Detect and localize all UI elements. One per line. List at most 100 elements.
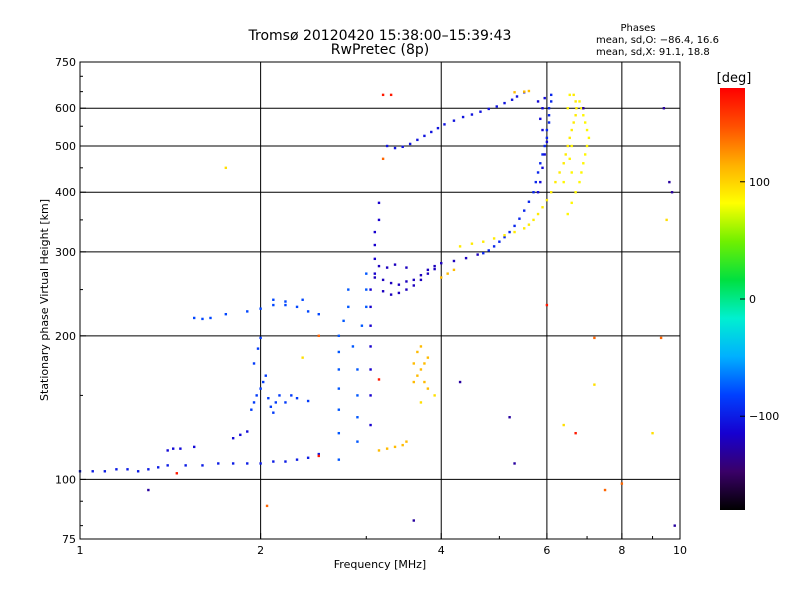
data-point bbox=[508, 230, 511, 234]
data-point bbox=[570, 171, 573, 174]
y-axis-label: Stationary phase Virtual Height [km] bbox=[38, 199, 51, 401]
data-point bbox=[566, 107, 569, 110]
data-point bbox=[554, 180, 557, 184]
data-point bbox=[547, 121, 551, 124]
data-point bbox=[572, 93, 575, 97]
data-point bbox=[458, 245, 462, 248]
data-point bbox=[192, 316, 196, 320]
data-point bbox=[385, 447, 389, 450]
data-point bbox=[136, 470, 140, 473]
data-point bbox=[536, 191, 540, 194]
data-point bbox=[272, 303, 275, 307]
data-point bbox=[274, 401, 278, 404]
data-point bbox=[492, 245, 496, 248]
data-point bbox=[401, 145, 404, 149]
data-point bbox=[541, 153, 544, 156]
data-point bbox=[419, 401, 423, 404]
data-point bbox=[582, 114, 585, 117]
data-point bbox=[342, 319, 345, 323]
data-point bbox=[498, 240, 501, 243]
data-point bbox=[539, 162, 542, 165]
data-point bbox=[523, 209, 526, 212]
data-points bbox=[78, 89, 676, 527]
data-point bbox=[547, 107, 551, 110]
data-point bbox=[317, 452, 320, 456]
data-point bbox=[572, 121, 575, 124]
stats-heading: Phases bbox=[620, 23, 655, 34]
data-point bbox=[426, 356, 430, 359]
data-point bbox=[470, 113, 474, 116]
data-point bbox=[381, 157, 385, 161]
data-point bbox=[373, 276, 377, 279]
data-point bbox=[373, 243, 377, 247]
data-point bbox=[558, 171, 561, 174]
data-point bbox=[365, 288, 368, 291]
data-point bbox=[393, 146, 397, 150]
data-point bbox=[250, 408, 253, 411]
data-point bbox=[412, 519, 415, 522]
data-point bbox=[405, 440, 408, 443]
data-point bbox=[255, 394, 258, 397]
data-point bbox=[440, 276, 443, 279]
data-point bbox=[419, 368, 423, 371]
data-point bbox=[549, 191, 553, 194]
data-point bbox=[259, 462, 262, 465]
data-point bbox=[393, 263, 397, 266]
data-point bbox=[545, 303, 549, 307]
data-point bbox=[301, 356, 304, 359]
data-point bbox=[523, 90, 526, 93]
colorbar-label: [deg] bbox=[717, 71, 752, 86]
data-point bbox=[405, 266, 408, 269]
data-point bbox=[369, 394, 372, 397]
data-point bbox=[423, 362, 426, 365]
data-point bbox=[476, 253, 479, 256]
data-point bbox=[360, 324, 364, 327]
data-point bbox=[492, 237, 496, 240]
data-point bbox=[184, 464, 187, 467]
data-point bbox=[356, 440, 359, 443]
y-tick-label: 750 bbox=[55, 56, 76, 69]
data-point bbox=[290, 394, 293, 397]
data-point bbox=[562, 162, 565, 165]
data-point bbox=[452, 119, 456, 122]
data-point bbox=[192, 445, 196, 449]
data-point bbox=[284, 300, 287, 303]
data-point bbox=[585, 144, 589, 148]
data-point bbox=[570, 144, 573, 148]
data-point bbox=[539, 180, 542, 184]
data-point bbox=[513, 224, 516, 228]
data-point bbox=[256, 347, 260, 350]
data-point bbox=[479, 110, 482, 113]
data-point bbox=[381, 278, 385, 282]
y-tick-label: 500 bbox=[55, 140, 76, 153]
data-point bbox=[306, 310, 310, 313]
data-point bbox=[495, 105, 498, 108]
data-point bbox=[562, 180, 565, 184]
y-tick-label: 400 bbox=[55, 186, 76, 199]
data-point bbox=[566, 212, 569, 216]
data-point bbox=[423, 134, 426, 138]
data-point bbox=[527, 223, 531, 226]
data-point bbox=[575, 107, 578, 110]
data-point bbox=[317, 312, 320, 316]
data-point bbox=[369, 288, 372, 291]
data-point bbox=[527, 200, 531, 203]
data-point bbox=[458, 380, 462, 384]
data-point bbox=[272, 298, 275, 301]
data-point bbox=[416, 350, 419, 354]
data-point bbox=[246, 430, 249, 433]
data-point bbox=[464, 256, 468, 260]
data-point bbox=[536, 212, 540, 216]
data-point bbox=[306, 399, 310, 403]
data-point bbox=[545, 140, 549, 144]
data-point bbox=[412, 362, 415, 365]
data-point bbox=[461, 115, 465, 119]
data-point bbox=[259, 307, 262, 310]
data-point bbox=[347, 305, 350, 309]
data-point bbox=[389, 93, 393, 97]
x-tick-label: 1 bbox=[77, 544, 84, 557]
data-point bbox=[284, 401, 287, 404]
data-point bbox=[272, 460, 275, 463]
data-point bbox=[416, 138, 419, 142]
data-point bbox=[587, 136, 591, 140]
